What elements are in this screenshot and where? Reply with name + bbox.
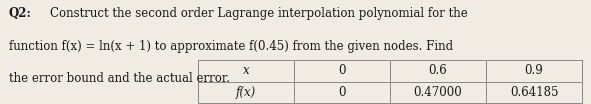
Text: 0.47000: 0.47000 xyxy=(414,86,462,99)
Text: f(x): f(x) xyxy=(236,86,256,99)
Text: 0: 0 xyxy=(338,86,346,99)
Text: Q2:: Q2: xyxy=(9,7,32,20)
Text: function f(x) = ln(x + 1) to approximate f(0.45) from the given nodes. Find: function f(x) = ln(x + 1) to approximate… xyxy=(9,40,453,53)
Text: x: x xyxy=(243,64,249,77)
Text: 0.9: 0.9 xyxy=(525,64,544,77)
Text: 0.64185: 0.64185 xyxy=(510,86,558,99)
Text: Construct the second order Lagrange interpolation polynomial for the: Construct the second order Lagrange inte… xyxy=(50,7,468,20)
Text: 0.6: 0.6 xyxy=(428,64,447,77)
Text: the error bound and the actual error.: the error bound and the actual error. xyxy=(9,72,230,85)
Text: 0: 0 xyxy=(338,64,346,77)
